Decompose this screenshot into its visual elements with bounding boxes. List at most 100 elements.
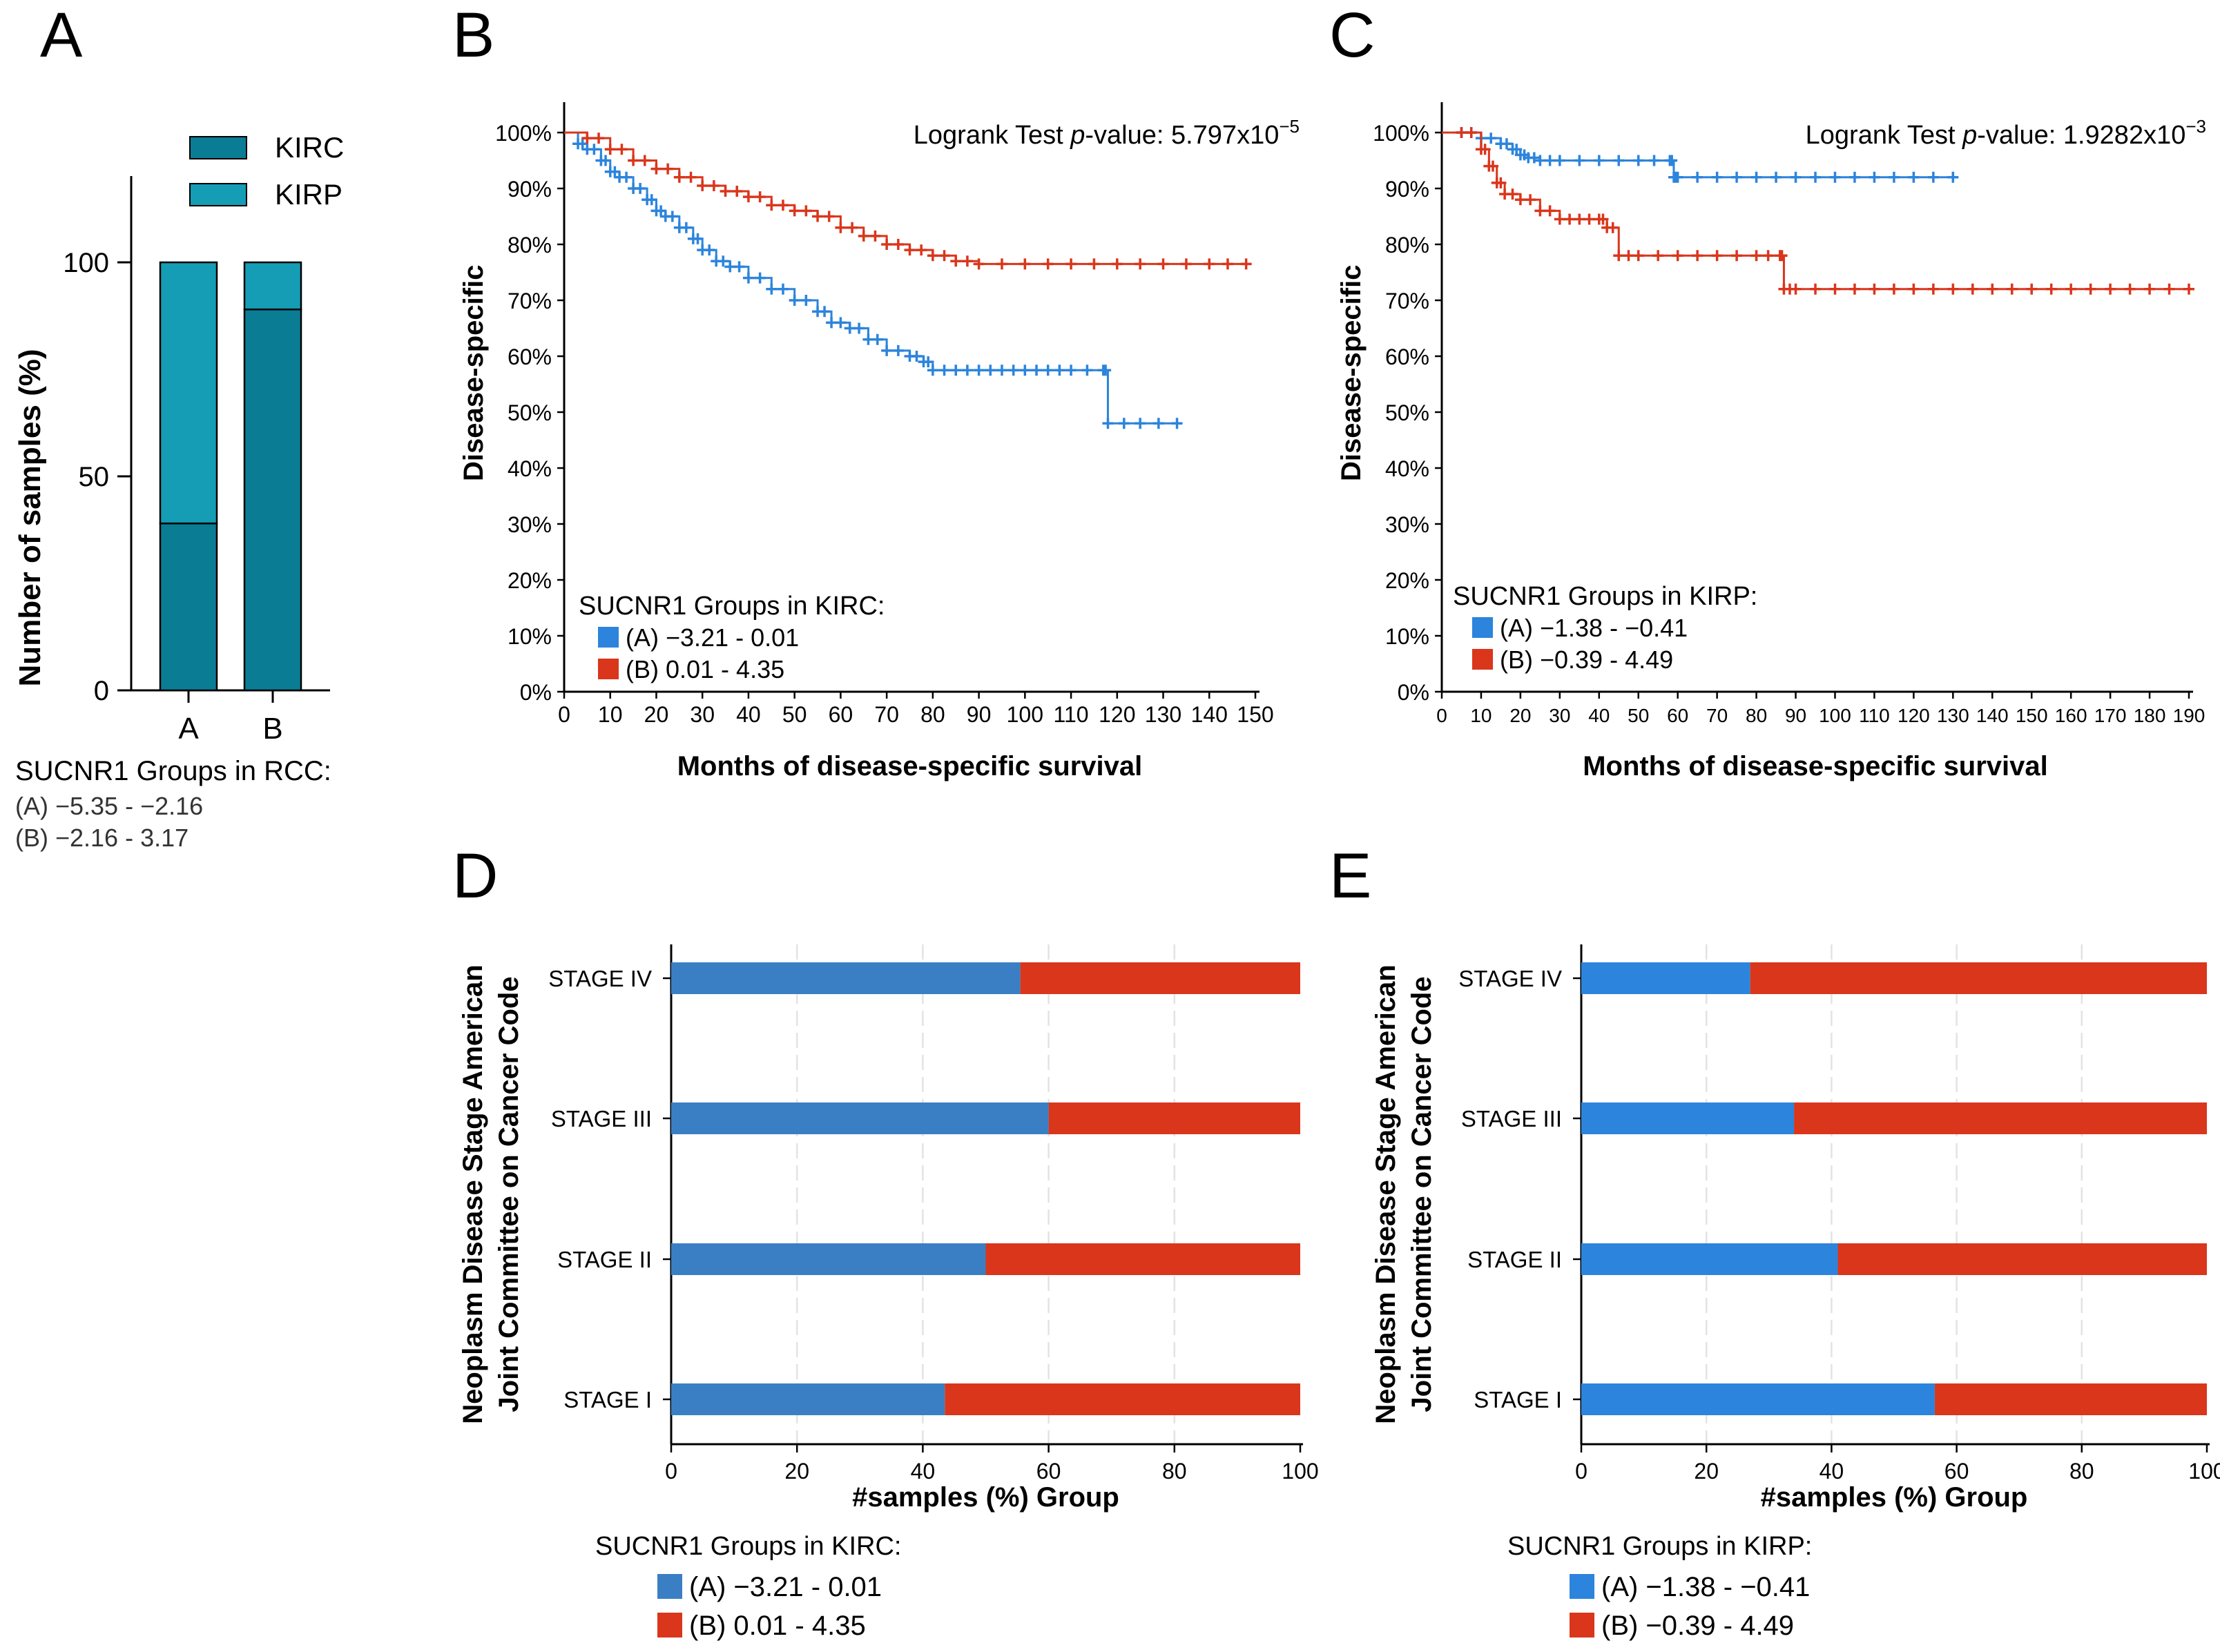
x-tick-label: 140 bbox=[1976, 705, 2009, 726]
censor-mark bbox=[1672, 171, 1683, 183]
x-tick-label: 0 bbox=[665, 1459, 677, 1484]
censor-mark bbox=[1967, 283, 1978, 295]
y-tick-label: STAGE IV bbox=[548, 966, 652, 991]
censor-mark bbox=[847, 222, 858, 233]
x-tick-label: 80 bbox=[1746, 705, 1767, 726]
y-tick-label: 90% bbox=[508, 177, 552, 202]
y-tick-label: 20% bbox=[508, 568, 552, 593]
legend-swatch bbox=[598, 627, 619, 648]
censor-mark bbox=[1750, 171, 1762, 183]
censor-mark bbox=[1088, 258, 1100, 270]
censor-mark bbox=[1648, 155, 1660, 166]
x-tick-label: 80 bbox=[2069, 1459, 2094, 1484]
censor-mark bbox=[1135, 418, 1146, 429]
x-tick-label: 0 bbox=[1436, 705, 1447, 726]
x-tick-label: 60 bbox=[1667, 705, 1688, 726]
x-tick-label: 100 bbox=[1819, 705, 1851, 726]
y-axis-label-line1: Neoplasm Disease Stage American bbox=[458, 964, 488, 1424]
bar-kirc bbox=[243, 308, 302, 692]
legend-label: (B) 0.01 - 4.35 bbox=[626, 655, 784, 683]
censor-mark bbox=[1479, 144, 1491, 155]
panel-a: A 0 50 100 Number of samples (%) A B KIRC KIRP SU… bbox=[13, 0, 344, 852]
y-axis-label: Disease-specific bbox=[459, 265, 489, 482]
censor-mark bbox=[1465, 127, 1477, 138]
censor-mark bbox=[1810, 171, 1821, 183]
legend-swatch bbox=[657, 1613, 682, 1638]
pvalue-exponent: −5 bbox=[1279, 116, 1300, 137]
censor-mark bbox=[1597, 213, 1609, 225]
censor-mark bbox=[961, 255, 973, 267]
legend-label: (B) 0.01 - 4.35 bbox=[689, 1611, 866, 1641]
bar-segment-b bbox=[985, 1243, 1300, 1275]
censor-mark bbox=[2065, 283, 2077, 295]
censor-mark bbox=[1927, 283, 1939, 295]
y-tick-label: 90% bbox=[1385, 177, 1429, 202]
bar-segment-a bbox=[671, 1102, 1049, 1134]
y-tick-label: 30% bbox=[1385, 512, 1429, 537]
censor-mark bbox=[1065, 258, 1077, 270]
y-tick-label: STAGE I bbox=[1474, 1387, 1562, 1412]
censor-mark bbox=[2045, 283, 2057, 295]
censor-mark bbox=[892, 239, 904, 250]
censor-mark bbox=[577, 138, 588, 150]
censor-mark bbox=[1888, 283, 1900, 295]
censor-mark bbox=[853, 322, 865, 334]
censor-mark bbox=[2085, 283, 2096, 295]
logrank-title: Logrank Test bbox=[914, 121, 1063, 150]
x-tick-label: 60 bbox=[829, 702, 853, 727]
censor-mark bbox=[1222, 258, 1233, 270]
censor-mark bbox=[1750, 250, 1762, 262]
y-tick-label: 100 bbox=[63, 248, 109, 278]
censor-mark bbox=[639, 155, 650, 166]
censor-mark bbox=[1908, 283, 1920, 295]
censor-mark bbox=[604, 144, 616, 155]
censor-mark bbox=[927, 365, 938, 376]
censor-mark bbox=[1534, 205, 1546, 217]
censor-mark bbox=[666, 211, 678, 222]
censor-mark bbox=[950, 255, 962, 267]
censor-mark bbox=[680, 222, 692, 233]
bar-kirp bbox=[159, 261, 218, 525]
censor-mark bbox=[593, 133, 605, 144]
y-tick-label: 80% bbox=[508, 233, 552, 257]
censor-mark bbox=[655, 205, 667, 217]
x-tick-label: 120 bbox=[1898, 705, 1930, 726]
x-tick-label: 140 bbox=[1191, 702, 1228, 727]
x-tick-label: 70 bbox=[874, 702, 899, 727]
legend-label: (B) −0.39 - 4.49 bbox=[1500, 645, 1673, 674]
y-tick-label: STAGE III bbox=[1461, 1106, 1562, 1131]
censor-mark bbox=[1534, 155, 1546, 166]
pvalue-p: p bbox=[1962, 121, 1977, 150]
censor-mark bbox=[1574, 155, 1585, 166]
x-tick-label: 80 bbox=[920, 702, 945, 727]
pvalue-exponent: −3 bbox=[2185, 116, 2206, 137]
x-tick-label: A bbox=[178, 712, 199, 746]
censor-mark bbox=[754, 272, 766, 284]
bar-segment-a bbox=[671, 1383, 945, 1415]
y-axis-label-line2: Joint Committee on Cancer Code bbox=[494, 976, 524, 1412]
censor-mark bbox=[1810, 283, 1821, 295]
censor-mark bbox=[800, 205, 812, 217]
censor-mark bbox=[1525, 194, 1536, 206]
censor-mark bbox=[1888, 171, 1900, 183]
y-tick-label: 100% bbox=[1373, 121, 1429, 146]
censor-mark bbox=[1102, 418, 1114, 429]
censor-mark bbox=[1583, 213, 1595, 225]
censor-mark bbox=[1829, 283, 1841, 295]
censor-mark bbox=[1240, 258, 1252, 270]
bar-segment-a bbox=[671, 962, 1021, 994]
censor-mark bbox=[600, 155, 612, 166]
x-tick-label: 30 bbox=[690, 702, 715, 727]
censor-mark bbox=[1042, 258, 1054, 270]
y-tick-label: 50% bbox=[1385, 400, 1429, 425]
censor-mark bbox=[927, 250, 938, 262]
censor-mark bbox=[1947, 171, 1959, 183]
censor-mark bbox=[1019, 258, 1031, 270]
censor-mark bbox=[1790, 283, 1802, 295]
y-tick-label: 10% bbox=[1385, 624, 1429, 649]
censor-mark bbox=[650, 163, 662, 175]
censor-mark bbox=[911, 351, 923, 362]
logrank-pvalue: Logrank Test p-value: 5.797x10−5 bbox=[914, 116, 1300, 150]
censor-mark bbox=[1152, 418, 1164, 429]
x-axis-label: Months of disease-specific survival bbox=[677, 751, 1143, 781]
